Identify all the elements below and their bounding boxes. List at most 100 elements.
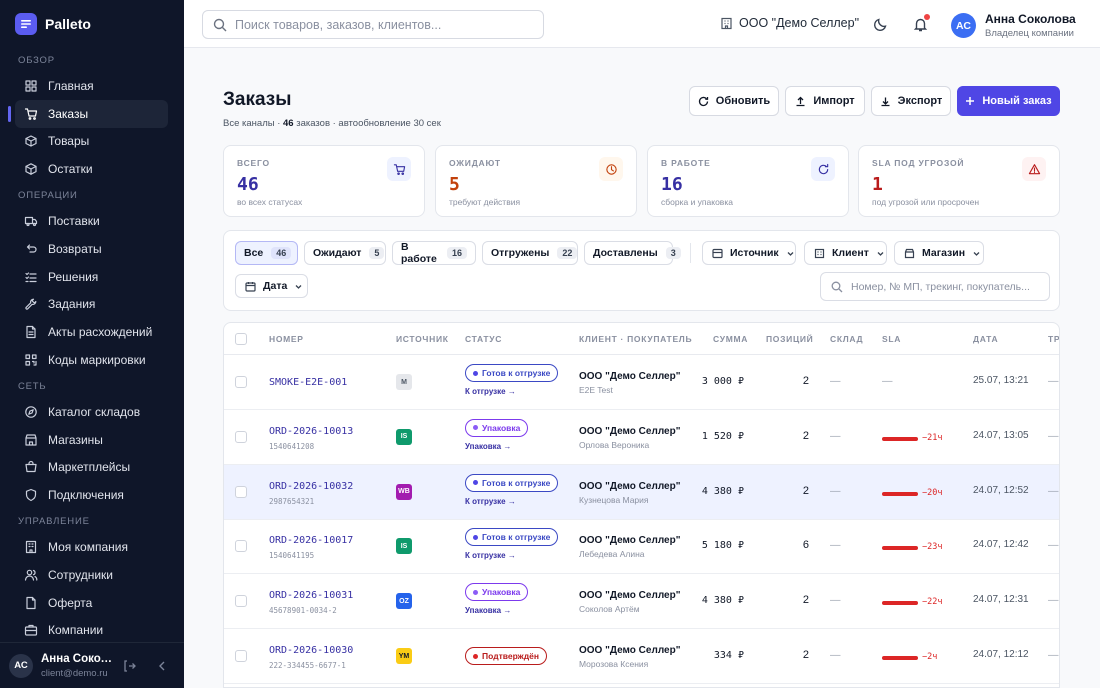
column-sum[interactable]: СУММА xyxy=(713,334,749,344)
sidebar-item-4[interactable]: Остатки xyxy=(15,155,168,183)
sidebar-item-14[interactable]: Задания xyxy=(15,291,168,319)
order-number[interactable]: ORD-2026-10031 xyxy=(269,590,354,602)
status-dot xyxy=(473,370,478,376)
status-tab-2[interactable]: Ожидают 5 xyxy=(304,241,386,265)
status-cell: Подтверждён xyxy=(465,647,547,665)
sidebar-item-3[interactable]: Товары xyxy=(15,128,168,156)
search-input[interactable] xyxy=(235,17,535,32)
avatar[interactable]: АС xyxy=(9,653,33,678)
sidebar-item-31[interactable]: Моя компания xyxy=(15,533,168,561)
sidebar-item-23[interactable]: Маркетплейсы xyxy=(15,454,168,482)
order-number[interactable]: ORD-2026-10030 xyxy=(269,645,354,656)
global-search[interactable] xyxy=(202,10,544,39)
order-number[interactable]: ORD-2026-10017 xyxy=(269,535,354,547)
date-filter[interactable]: Дата xyxy=(235,274,308,298)
stat-card: ВСЕГО 46 во всех статусах xyxy=(223,145,425,217)
sidebar-item-21[interactable]: Каталог складов xyxy=(15,398,168,426)
import-button[interactable]: Импорт xyxy=(785,86,865,116)
orders-search[interactable] xyxy=(820,272,1050,301)
row-checkbox[interactable] xyxy=(235,485,247,498)
column-status[interactable]: СТАТУС xyxy=(465,334,503,344)
store-filter[interactable]: Магазин xyxy=(894,241,984,265)
user-menu[interactable]: АС Анна Соколова Владелец компании xyxy=(951,12,1076,39)
sidebar-item-1[interactable]: Главная xyxy=(15,72,168,100)
column-client[interactable]: КЛИЕНТ · ПОКУПАТЕЛЬ xyxy=(579,334,693,344)
row-checkbox[interactable] xyxy=(235,430,247,443)
row-checkbox[interactable] xyxy=(235,595,247,608)
sidebar-item-11[interactable]: Поставки xyxy=(15,207,168,235)
sidebar-item-13[interactable]: Решения xyxy=(15,263,168,291)
theme-toggle[interactable] xyxy=(870,14,890,34)
source-badge: WB xyxy=(396,483,412,500)
next-action-link[interactable]: Упаковка → xyxy=(465,441,512,451)
sidebar: Palleto ОБЗОР Главная Заказы Товары Остатки О… xyxy=(0,0,184,688)
client-filter[interactable]: Клиент xyxy=(804,241,887,265)
new-order-button[interactable]: Новый заказ xyxy=(957,86,1060,116)
table-row[interactable]: ORD-2026-10017 1540641195 IS Готов к отгруз… xyxy=(224,519,1059,575)
order-number[interactable]: ORD-2026-10013 xyxy=(269,425,354,437)
sidebar-item-24[interactable]: Подключения xyxy=(15,481,168,509)
sidebar-item-2[interactable]: Заказы xyxy=(8,99,168,128)
sidebar-item-12[interactable]: Возвраты xyxy=(15,235,168,263)
table-row[interactable]: ORD-2026-10032 2987654321 WB Готов к отгруз… xyxy=(224,464,1059,520)
avatar: АС xyxy=(951,13,976,38)
table-row[interactable]: ORD-2026-10013 1540641208 IS Упаковка Упаков… xyxy=(224,410,1059,465)
status-badge: Готов к отгрузке xyxy=(465,364,559,382)
sidebar-item-22[interactable]: Магазины xyxy=(15,426,168,454)
user-name: Анна Соколова xyxy=(985,12,1076,26)
column-number[interactable]: НОМЕР xyxy=(269,334,304,344)
status-tab-5[interactable]: Доставлены 3 xyxy=(584,241,681,265)
page-title: Заказы xyxy=(223,89,292,110)
brand[interactable]: Palleto xyxy=(15,13,91,35)
table-row[interactable]: SMOKE-E2E-001 M Готов к отгрузке К отгрузке… xyxy=(224,355,1059,410)
logout-icon[interactable] xyxy=(122,659,136,673)
sidebar-item-16[interactable]: Коды маркировки xyxy=(15,346,168,374)
sidebar-item-32[interactable]: Сотрудники xyxy=(15,561,168,589)
file-icon xyxy=(24,596,38,610)
sidebar-item-34[interactable]: Компании xyxy=(15,617,168,642)
warning-icon xyxy=(1022,157,1046,181)
sidebar-nav: ОБЗОР Главная Заказы Товары Остатки ОПЕРАЦИИ П… xyxy=(0,48,184,642)
status-label: Готов к отгрузке xyxy=(482,477,551,488)
status-cell: Готов к отгрузке К отгрузке → xyxy=(465,528,559,561)
row-checkbox[interactable] xyxy=(235,650,247,662)
clock-icon xyxy=(599,157,623,181)
row-checkbox[interactable] xyxy=(235,540,247,553)
order-number[interactable]: SMOKE-E2E-001 xyxy=(269,377,348,388)
notification-dot xyxy=(924,14,930,20)
next-action-link[interactable]: К отгрузке → xyxy=(465,496,516,506)
column-sla[interactable]: SLA xyxy=(882,334,902,344)
orders-search-input[interactable] xyxy=(851,280,1041,293)
select-all-checkbox[interactable] xyxy=(235,333,247,345)
column-source[interactable]: ИСТОЧНИК xyxy=(396,334,449,344)
column-warehouse[interactable]: СКЛАД xyxy=(830,334,864,344)
column-items[interactable]: ПОЗИЦИЙ xyxy=(766,334,814,344)
sla-bar xyxy=(882,546,918,551)
status-tab-4[interactable]: Отгружены 22 xyxy=(482,241,578,265)
status-tab-1[interactable]: Все 46 xyxy=(235,241,298,265)
next-action-link[interactable]: К отгрузке → xyxy=(465,551,516,561)
table-row[interactable]: ORD-2026-10031 45678901-0034-2 OZ Упаковка У… xyxy=(224,574,1059,630)
buyer-name: Лебедева Алина xyxy=(579,549,645,560)
users-icon xyxy=(24,568,38,582)
client-cell: ООО "Демо Селлер" Соколов Артём xyxy=(579,590,680,614)
next-action-link[interactable]: Упаковка → xyxy=(465,606,512,616)
next-action-link[interactable]: К отгрузке → xyxy=(465,387,516,396)
org-switcher[interactable]: ООО "Демо Селлер" xyxy=(720,16,859,30)
notifications-button[interactable] xyxy=(910,14,930,34)
row-checkbox[interactable] xyxy=(235,376,247,388)
collapse-sidebar-icon[interactable] xyxy=(156,659,168,673)
sidebar-item-33[interactable]: Оферта xyxy=(15,589,168,617)
source-filter[interactable]: Источник xyxy=(702,241,796,265)
sidebar-item-15[interactable]: Акты расхождений xyxy=(15,318,168,346)
export-button[interactable]: Экспорт xyxy=(871,86,951,116)
column-tracking[interactable]: ТРЕ xyxy=(1048,334,1060,344)
order-number[interactable]: ORD-2026-10032 xyxy=(269,480,354,492)
warehouse-value: — xyxy=(830,484,841,497)
status-tab-3[interactable]: В работе 16 xyxy=(392,241,476,265)
column-date[interactable]: ДАТА xyxy=(973,334,999,344)
status-tab-label: Ожидают xyxy=(313,247,362,259)
box-icon xyxy=(24,134,38,148)
table-row[interactable]: ORD-2026-10030 222-334455-6677-1 YM Подтвер… xyxy=(224,629,1059,684)
refresh-button[interactable]: Обновить xyxy=(689,86,779,116)
